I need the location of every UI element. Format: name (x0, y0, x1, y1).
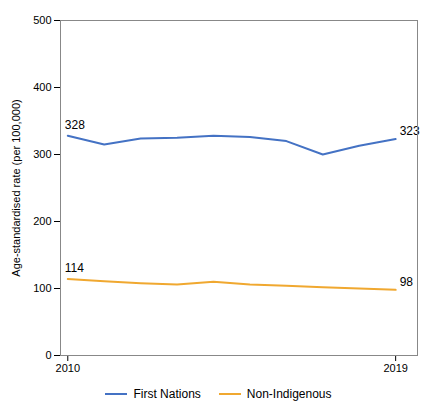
svg-text:100: 100 (33, 282, 51, 294)
svg-text:0: 0 (45, 349, 51, 361)
svg-text:500: 500 (33, 14, 51, 26)
svg-text:Age-standardised rate (per 100: Age-standardised rate (per 100,000) (10, 99, 22, 276)
svg-text:300: 300 (33, 148, 51, 160)
svg-text:2010: 2010 (56, 362, 80, 374)
svg-text:114: 114 (65, 261, 84, 275)
svg-text:2019: 2019 (383, 362, 407, 374)
svg-text:200: 200 (33, 215, 51, 227)
svg-text:323: 323 (400, 124, 420, 138)
html-text:First Nations: First Nations (133, 387, 201, 401)
html-text:Non-Indigenous: Non-Indigenous (246, 387, 332, 401)
svg-text:98: 98 (400, 275, 414, 289)
svg-text:400: 400 (33, 81, 51, 93)
svg-text:328: 328 (65, 118, 85, 132)
